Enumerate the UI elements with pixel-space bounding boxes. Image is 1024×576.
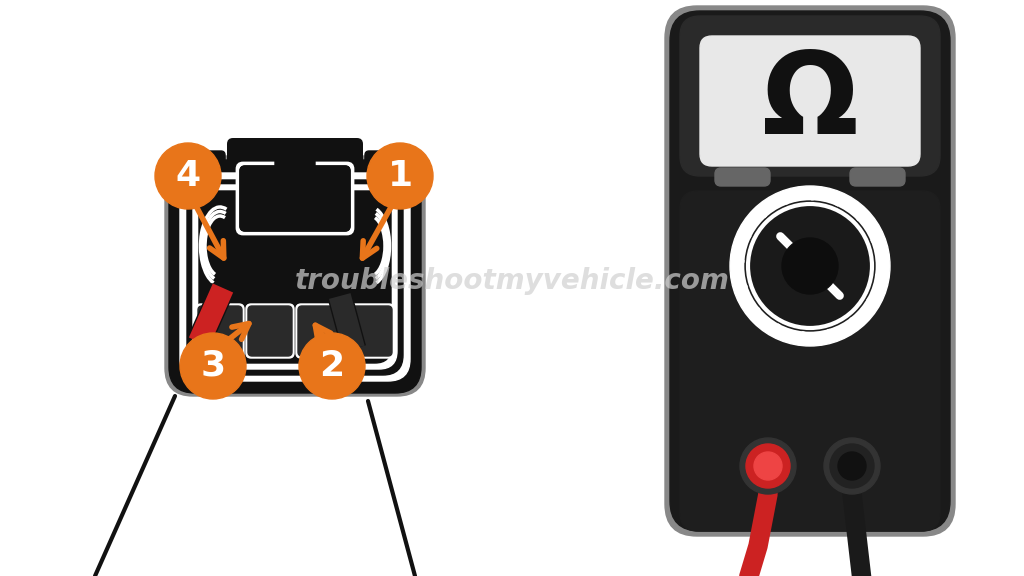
Circle shape bbox=[782, 238, 838, 294]
Circle shape bbox=[740, 438, 796, 494]
Circle shape bbox=[748, 204, 872, 328]
FancyBboxPatch shape bbox=[248, 306, 292, 356]
FancyBboxPatch shape bbox=[237, 163, 353, 234]
FancyBboxPatch shape bbox=[169, 160, 421, 393]
FancyBboxPatch shape bbox=[240, 166, 350, 231]
FancyBboxPatch shape bbox=[196, 304, 244, 358]
FancyBboxPatch shape bbox=[298, 306, 342, 356]
Circle shape bbox=[367, 143, 433, 209]
FancyBboxPatch shape bbox=[193, 185, 397, 369]
Circle shape bbox=[155, 143, 221, 209]
Text: troubleshootmyvehicle.com: troubleshootmyvehicle.com bbox=[295, 267, 729, 295]
Text: 1: 1 bbox=[387, 159, 413, 193]
FancyBboxPatch shape bbox=[275, 158, 315, 176]
Text: 2: 2 bbox=[319, 349, 344, 383]
Text: 4: 4 bbox=[175, 159, 201, 193]
FancyBboxPatch shape bbox=[240, 166, 350, 231]
FancyBboxPatch shape bbox=[246, 304, 294, 358]
Circle shape bbox=[299, 333, 365, 399]
Circle shape bbox=[754, 452, 782, 480]
FancyBboxPatch shape bbox=[180, 173, 410, 381]
FancyBboxPatch shape bbox=[296, 304, 344, 358]
FancyBboxPatch shape bbox=[198, 306, 242, 356]
FancyBboxPatch shape bbox=[187, 180, 403, 375]
FancyBboxPatch shape bbox=[199, 191, 391, 363]
Text: 3: 3 bbox=[201, 349, 225, 383]
Circle shape bbox=[830, 444, 874, 488]
FancyBboxPatch shape bbox=[227, 138, 362, 166]
FancyBboxPatch shape bbox=[165, 156, 425, 396]
Circle shape bbox=[745, 201, 874, 331]
Circle shape bbox=[746, 444, 790, 488]
FancyBboxPatch shape bbox=[715, 168, 770, 186]
Circle shape bbox=[824, 438, 880, 494]
Text: Ω: Ω bbox=[762, 47, 858, 157]
Circle shape bbox=[180, 333, 246, 399]
FancyBboxPatch shape bbox=[680, 16, 940, 176]
Circle shape bbox=[730, 186, 890, 346]
FancyBboxPatch shape bbox=[670, 11, 950, 531]
FancyBboxPatch shape bbox=[273, 151, 317, 173]
FancyBboxPatch shape bbox=[700, 36, 920, 166]
FancyBboxPatch shape bbox=[348, 306, 392, 356]
FancyBboxPatch shape bbox=[665, 6, 955, 536]
FancyBboxPatch shape bbox=[850, 168, 905, 186]
FancyBboxPatch shape bbox=[195, 151, 225, 173]
FancyBboxPatch shape bbox=[365, 151, 395, 173]
FancyBboxPatch shape bbox=[346, 304, 394, 358]
Circle shape bbox=[838, 452, 866, 480]
FancyBboxPatch shape bbox=[680, 191, 940, 531]
